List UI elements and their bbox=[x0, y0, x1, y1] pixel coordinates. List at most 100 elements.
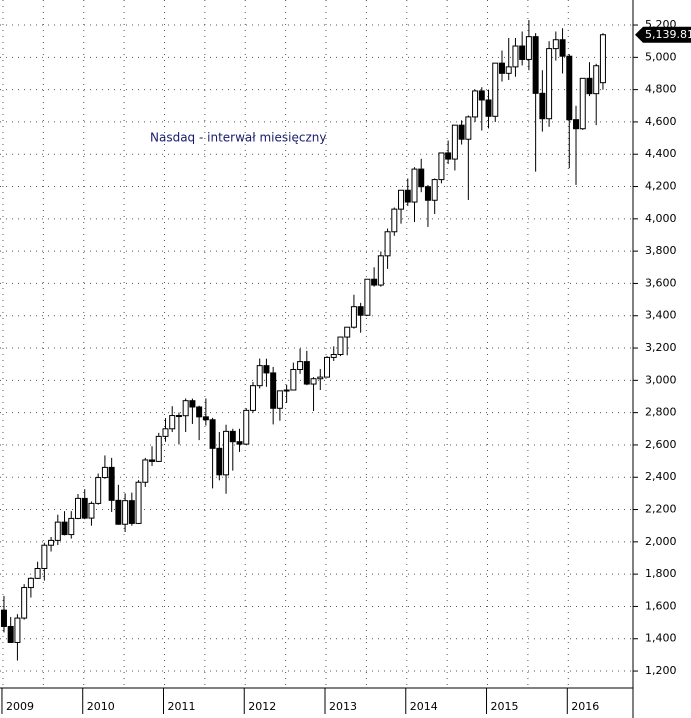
candle-body bbox=[169, 415, 176, 430]
candle-body bbox=[377, 255, 384, 286]
candle-body bbox=[263, 365, 270, 374]
candle-body bbox=[404, 189, 411, 203]
candle-body bbox=[472, 90, 479, 118]
y-tick-label: 3,600 bbox=[645, 276, 677, 289]
x-tick-label: 2010 bbox=[87, 700, 115, 713]
y-tick-label: 5,000 bbox=[645, 50, 677, 63]
candle-body bbox=[384, 231, 391, 257]
candle-body bbox=[579, 77, 586, 130]
candle-body bbox=[498, 62, 505, 74]
candle-body bbox=[34, 567, 41, 579]
candle-body bbox=[552, 39, 559, 50]
candle-body bbox=[350, 306, 357, 328]
candle-body bbox=[122, 500, 129, 525]
candle-body bbox=[21, 587, 28, 619]
candle-body bbox=[41, 544, 48, 569]
candle-body bbox=[485, 99, 492, 117]
x-tick-label: 2015 bbox=[491, 700, 519, 713]
candle-body bbox=[243, 409, 250, 445]
y-tick-label: 4,600 bbox=[645, 115, 677, 128]
candle-body bbox=[209, 419, 216, 449]
candle-body bbox=[27, 577, 34, 589]
x-tick-label: 2011 bbox=[167, 700, 195, 713]
candle-body bbox=[310, 378, 317, 385]
candle-body bbox=[344, 326, 351, 338]
candle-body bbox=[465, 116, 472, 140]
candle-body bbox=[539, 92, 546, 120]
y-tick-label: 3,000 bbox=[645, 373, 677, 386]
candle-body bbox=[438, 152, 445, 181]
candle-body bbox=[101, 466, 108, 479]
candle-body bbox=[364, 278, 371, 316]
candle-body bbox=[68, 517, 75, 536]
x-tick-label: 2009 bbox=[6, 700, 34, 713]
y-tick-label: 2,800 bbox=[645, 406, 677, 419]
candle-body bbox=[162, 428, 169, 437]
candle-body bbox=[411, 168, 418, 203]
candle-body bbox=[519, 45, 526, 60]
candle-body bbox=[290, 369, 297, 391]
candle-body bbox=[566, 55, 573, 121]
y-tick-label: 4,800 bbox=[645, 83, 677, 96]
y-tick-label: 4,200 bbox=[645, 180, 677, 193]
candle-body bbox=[202, 416, 209, 421]
candle-body bbox=[276, 390, 283, 409]
candle-body bbox=[142, 459, 149, 483]
candle-body bbox=[418, 168, 425, 188]
candle-body bbox=[573, 119, 580, 130]
candle-body bbox=[0, 609, 7, 627]
candle-body bbox=[216, 447, 223, 476]
x-tick-label: 2016 bbox=[571, 700, 599, 713]
candle-body bbox=[223, 430, 230, 476]
candle-body bbox=[14, 617, 21, 643]
candle-body bbox=[135, 481, 142, 524]
y-tick-label: 2,400 bbox=[645, 470, 677, 483]
y-tick-label: 1,200 bbox=[645, 664, 677, 677]
candle-body bbox=[249, 385, 256, 411]
x-tick-label: 2012 bbox=[248, 700, 276, 713]
candle-body bbox=[283, 389, 290, 392]
candle-body bbox=[74, 497, 81, 519]
candle-body bbox=[115, 499, 122, 525]
candle-body bbox=[357, 306, 364, 316]
candle-body bbox=[337, 336, 344, 355]
candle-body bbox=[54, 521, 61, 541]
candle-body bbox=[149, 459, 156, 462]
candle-body bbox=[391, 208, 398, 233]
candle-body bbox=[424, 186, 431, 201]
y-tick-label: 2,200 bbox=[645, 503, 677, 516]
y-tick-label: 3,200 bbox=[645, 341, 677, 354]
candle-body bbox=[451, 124, 458, 160]
candle-body bbox=[108, 466, 115, 501]
candle-body bbox=[229, 430, 236, 443]
candle-body bbox=[189, 400, 196, 408]
candle-body bbox=[559, 39, 566, 57]
y-tick-label: 2,600 bbox=[645, 438, 677, 451]
candle-body bbox=[371, 278, 378, 286]
y-tick-label: 1,400 bbox=[645, 632, 677, 645]
x-tick-label: 2013 bbox=[329, 700, 357, 713]
y-tick-label: 2,000 bbox=[645, 535, 677, 548]
candle-body bbox=[196, 406, 203, 418]
last-price-marker bbox=[635, 26, 691, 43]
y-tick-label: 1,600 bbox=[645, 599, 677, 612]
candle-body bbox=[256, 365, 263, 387]
y-tick-label: 1,800 bbox=[645, 567, 677, 580]
candle-body bbox=[303, 361, 310, 385]
candle-body bbox=[236, 441, 243, 445]
candle-body bbox=[398, 189, 405, 210]
candle-body bbox=[445, 152, 452, 160]
candle-body bbox=[458, 124, 465, 140]
candle-body bbox=[593, 65, 600, 95]
last-price-label: 5,139.81 bbox=[645, 28, 691, 41]
candle-body bbox=[317, 376, 324, 380]
y-tick-label: 3,800 bbox=[645, 244, 677, 257]
candle-body bbox=[586, 77, 593, 95]
candle-body bbox=[546, 48, 553, 120]
x-tick-label: 2014 bbox=[410, 700, 438, 713]
candle-body bbox=[128, 500, 135, 524]
y-tick-label: 3,400 bbox=[645, 309, 677, 322]
candle-body bbox=[525, 36, 532, 60]
